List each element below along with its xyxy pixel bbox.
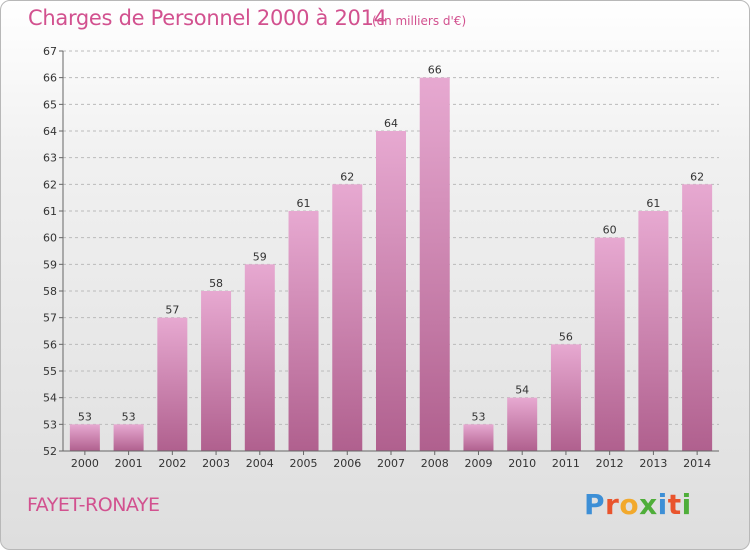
bar-2004 [244,264,275,451]
bar-value-label: 53 [78,410,92,423]
y-tick-label: 60 [43,232,57,245]
bar-value-label: 57 [165,304,179,317]
y-tick-label: 63 [43,152,57,165]
bar-2010 [507,397,538,451]
chart-title: Charges de Personnel 2000 à 2014 [28,6,387,30]
bar-2007 [376,131,406,451]
y-tick-label: 65 [43,98,57,111]
bar-2001 [113,424,144,451]
bar-value-label: 58 [209,277,223,290]
y-tick-label: 52 [43,445,57,458]
x-tick-label: 2012 [596,457,624,470]
x-tick-label: 2010 [508,457,536,470]
x-tick-label: 2009 [464,457,492,470]
bar-value-label: 56 [559,330,573,343]
y-tick-label: 66 [43,72,57,85]
x-tick-label: 2014 [683,457,711,470]
bar-value-label: 61 [297,197,311,210]
place-name: FAYET-RONAYE [27,494,160,516]
bar-2013 [638,211,669,451]
y-tick-label: 57 [43,312,57,325]
y-tick-label: 56 [43,338,57,351]
bar-value-label: 53 [471,410,485,423]
y-tick-label: 64 [43,125,57,138]
x-tick-label: 2013 [639,457,667,470]
y-tick-label: 67 [43,45,57,58]
chart-subtitle: (en milliers d'€) [372,14,467,28]
x-tick-label: 2000 [71,457,99,470]
bar-value-label: 66 [428,64,442,77]
bar-value-label: 54 [515,384,529,397]
x-tick-label: 2002 [158,457,186,470]
x-tick-label: 2004 [246,457,274,470]
y-tick-label: 54 [43,392,57,405]
y-tick-label: 62 [43,178,57,191]
x-tick-label: 2003 [202,457,230,470]
x-tick-label: 2007 [377,457,405,470]
bar-2011 [550,344,581,451]
y-tick-label: 55 [43,365,57,378]
x-tick-label: 2006 [333,457,361,470]
bar-2012 [594,237,625,451]
bar-value-label: 62 [690,170,704,183]
bar-2005 [288,211,319,451]
bar-2009 [463,424,494,451]
bar-value-label: 64 [384,117,398,130]
bar-2008 [419,77,450,452]
y-tick-label: 58 [43,285,57,298]
bar-2002 [157,317,188,451]
proxiti-logo: Proxiti [584,488,692,521]
bar-2003 [201,291,232,451]
bar-value-label: 62 [340,170,354,183]
bar-2014 [682,184,713,452]
bar-2006 [332,184,363,452]
x-tick-label: 2005 [290,457,318,470]
y-tick-label: 61 [43,205,57,218]
bar-2000 [69,424,100,451]
x-tick-label: 2008 [421,457,449,470]
x-tick-label: 2011 [552,457,580,470]
bar-value-label: 53 [122,410,136,423]
bar-value-label: 59 [253,250,267,263]
y-tick-label: 59 [43,258,57,271]
bar-value-label: 61 [646,197,660,210]
bar-value-label: 60 [603,224,617,237]
y-tick-label: 53 [43,418,57,431]
x-tick-label: 2001 [115,457,143,470]
